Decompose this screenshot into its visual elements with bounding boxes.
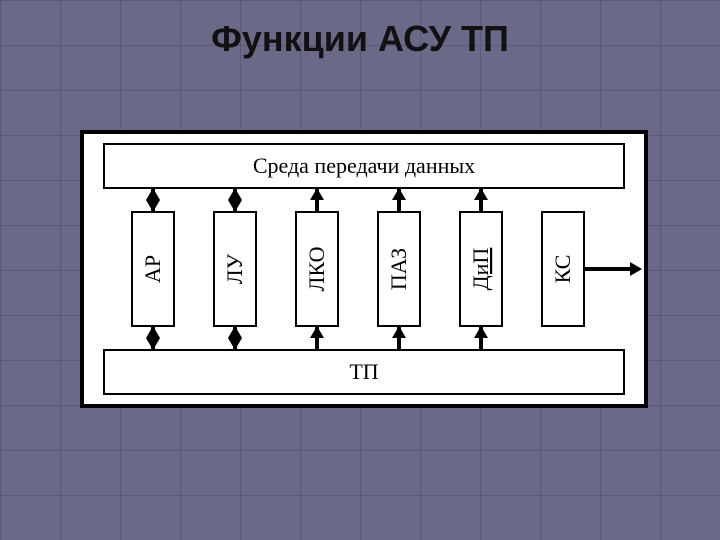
- module-label: ЛКО: [304, 247, 329, 292]
- bottom-box-label: ТП: [349, 359, 378, 384]
- module-label: КС: [550, 255, 575, 284]
- module-label: ПАЗ: [386, 248, 411, 290]
- diagram-svg: Среда передачи данных ТП АР ЛУ ЛКО ПАЗ ДиП КС: [84, 134, 644, 404]
- module-label: ЛУ: [222, 253, 247, 284]
- module-label: ДиП: [468, 248, 493, 291]
- page-title: Функции АСУ ТП: [0, 18, 720, 60]
- diagram-container: Среда передачи данных ТП АР ЛУ ЛКО ПАЗ ДиП КС: [80, 130, 648, 408]
- slide: Функции АСУ ТП Среда передачи данных ТП АР…: [0, 0, 720, 540]
- module-label: АР: [140, 255, 165, 283]
- top-box-label: Среда передачи данных: [253, 153, 475, 178]
